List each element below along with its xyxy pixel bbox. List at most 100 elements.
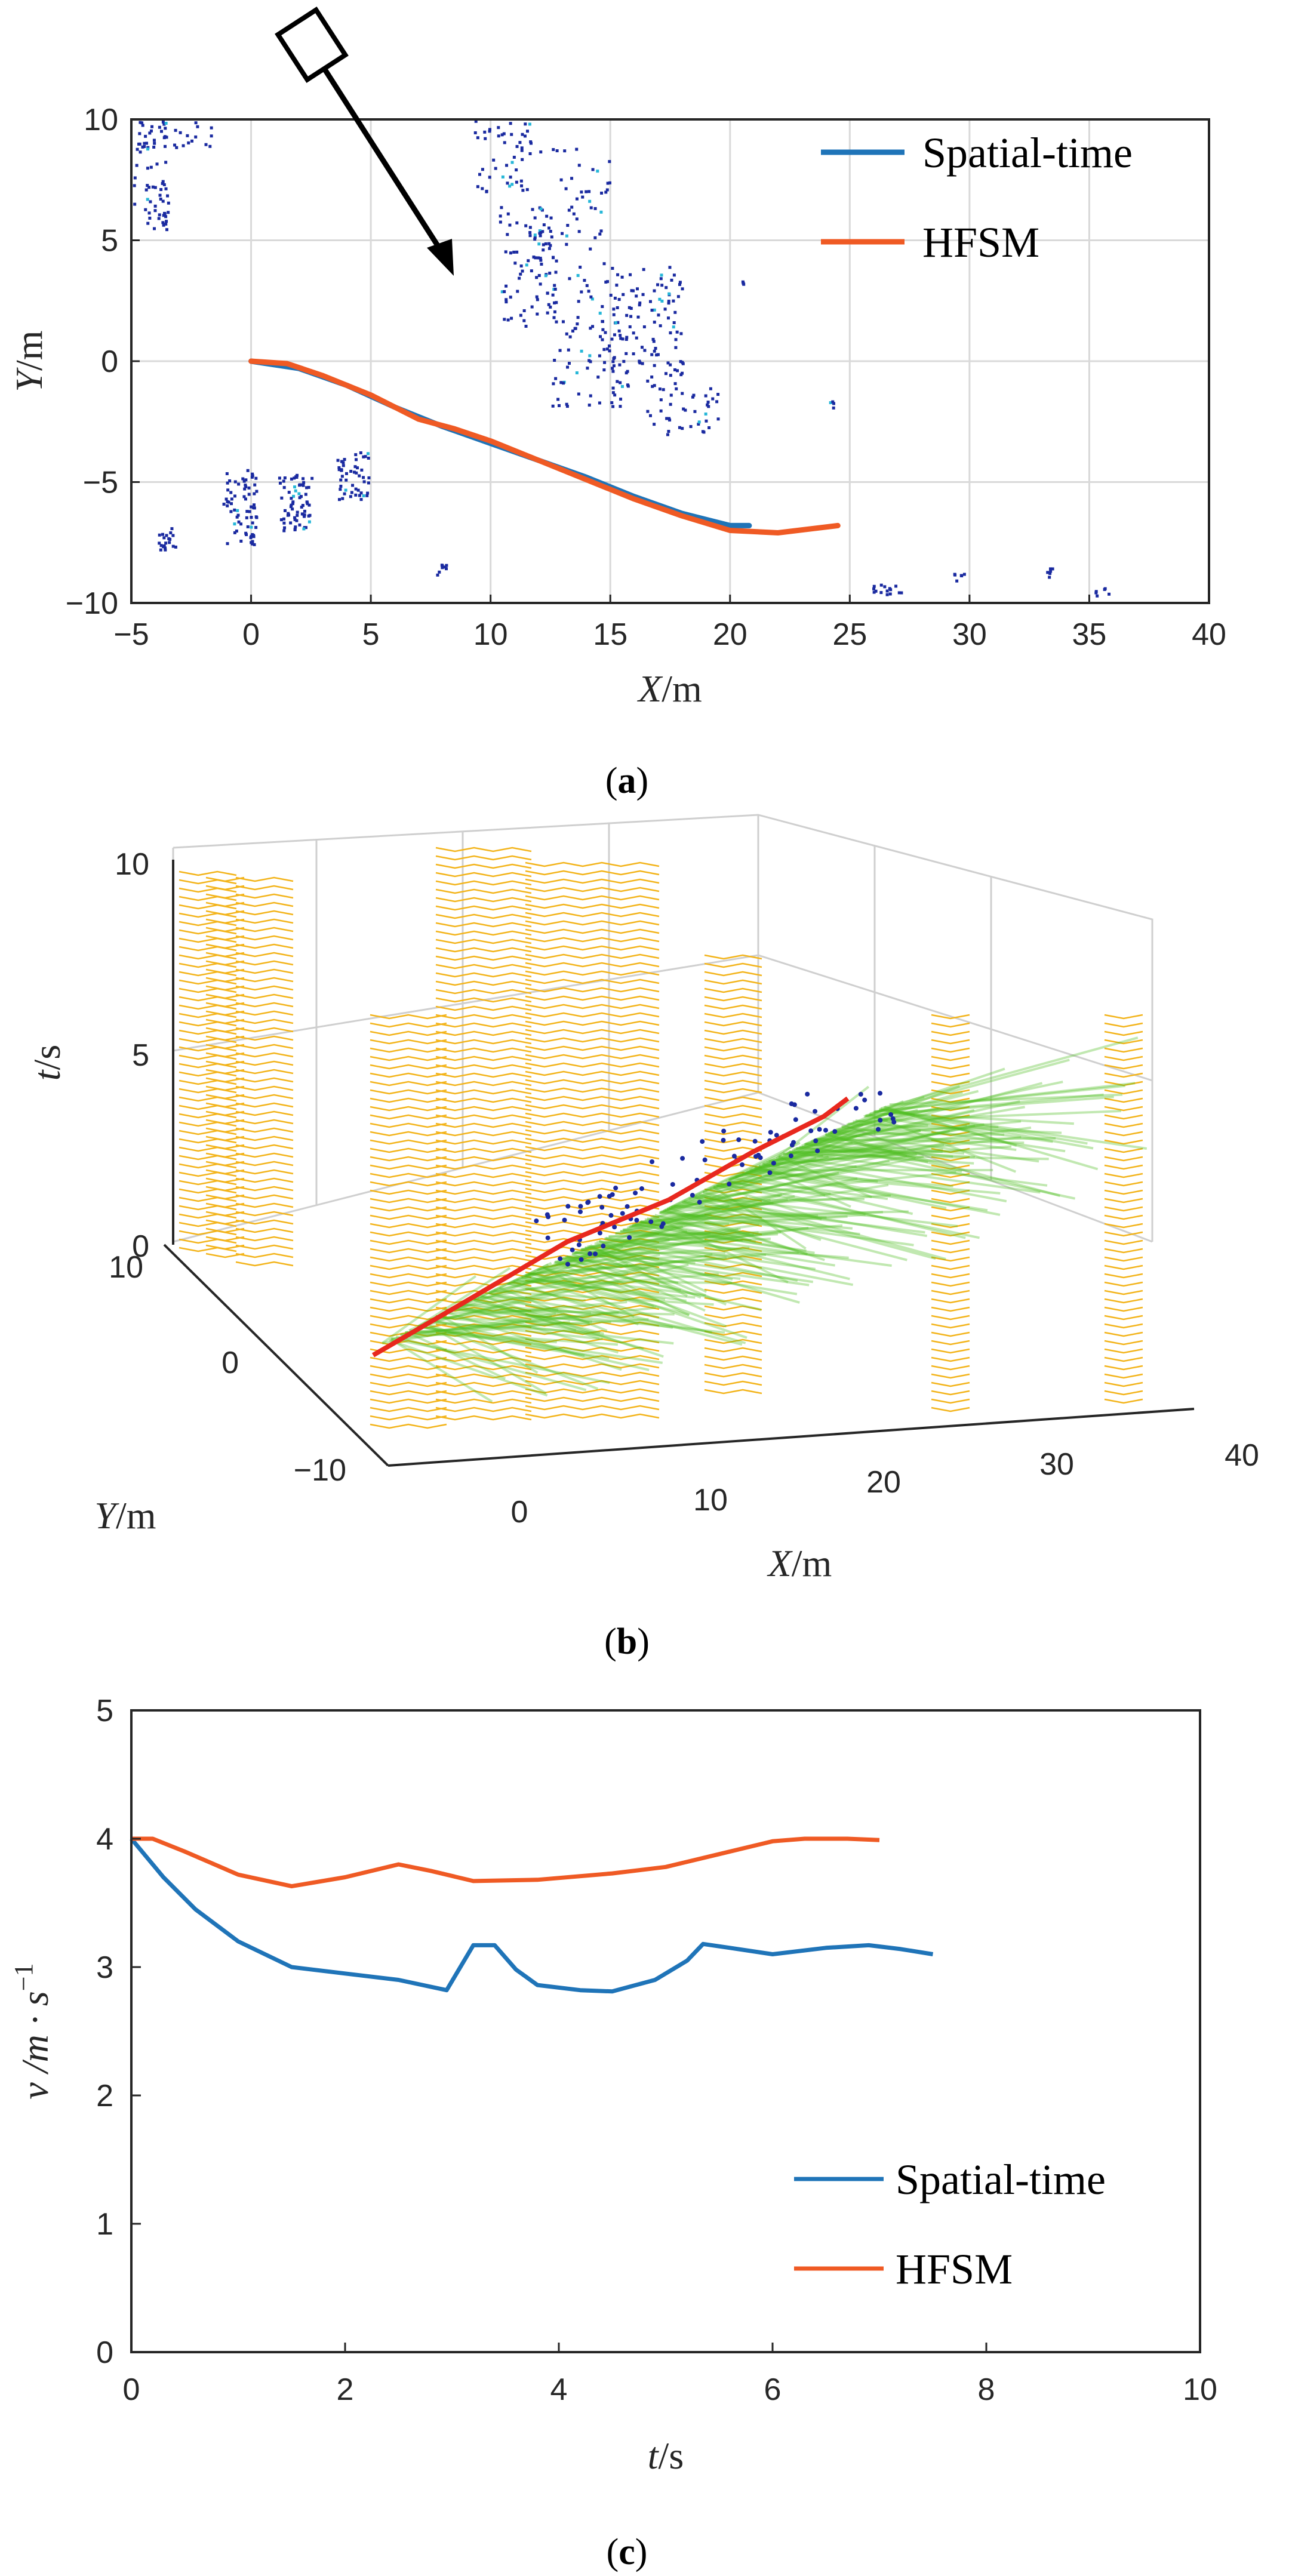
obstacle-trace <box>235 1119 294 1125</box>
obstacle-trace <box>931 1131 970 1137</box>
obstacle-trace <box>179 1046 237 1052</box>
rrt-branch <box>388 1338 548 1397</box>
lidar-point <box>163 135 167 139</box>
lidar-point <box>831 400 835 404</box>
lidar-point <box>364 455 367 458</box>
obstacle-trace <box>931 1256 970 1262</box>
x-tick-label-a: 25 <box>832 617 867 652</box>
obstacle-trace <box>435 1373 532 1379</box>
lidar-point <box>158 193 162 197</box>
sample-point <box>587 1251 593 1257</box>
lidar-point <box>148 216 152 220</box>
rrt-branch <box>581 1226 684 1251</box>
lidar-point <box>612 307 616 311</box>
legend-label-a: HFSM <box>922 218 1039 266</box>
obstacle-trace <box>1104 1273 1143 1279</box>
lidar-point <box>539 257 542 260</box>
lidar-point <box>611 386 615 390</box>
x-tick-label-a: 30 <box>952 617 987 652</box>
obstacle-trace <box>931 1014 970 1020</box>
obstacle-trace <box>179 1054 237 1060</box>
rrt-branch <box>865 1093 1104 1118</box>
obstacle-trace <box>435 897 532 903</box>
lidar-point <box>707 426 711 429</box>
obstacle-trace <box>931 1373 970 1379</box>
lidar-point <box>253 492 256 495</box>
lidar-point <box>577 230 581 233</box>
lidar-point <box>1051 567 1054 571</box>
lidar-point <box>591 168 595 171</box>
rrt-branch <box>880 1036 1139 1110</box>
lidar-point <box>366 491 370 495</box>
rrt-branch <box>841 1091 963 1128</box>
x-tick-label-a: 0 <box>242 617 260 652</box>
lidar-point <box>146 184 149 187</box>
lidar-point <box>305 486 309 490</box>
lidar-point <box>533 238 537 241</box>
lidar-point <box>681 371 684 375</box>
rrt-branch <box>698 1193 936 1260</box>
obstacle-trace <box>205 960 245 966</box>
lidar-point <box>305 500 309 504</box>
obstacle-trace <box>931 1381 970 1387</box>
obstacle-trace <box>525 1129 660 1135</box>
rrt-branch <box>668 1151 785 1209</box>
obstacle-trace <box>525 1288 660 1294</box>
obstacle-trace <box>435 964 532 970</box>
obstacle-trace <box>931 1172 970 1178</box>
lidar-point <box>476 136 479 140</box>
rrt-branch <box>492 1289 714 1306</box>
sample-point <box>558 1256 563 1261</box>
lidar-point <box>672 273 676 277</box>
rrt-branch <box>628 1155 829 1229</box>
obstacle-trace <box>704 1021 762 1027</box>
lidar-point <box>872 587 876 590</box>
rrt-branch <box>584 1238 771 1249</box>
sample-point <box>768 1129 773 1135</box>
lidar-point <box>153 209 157 213</box>
lidar-point <box>170 527 174 531</box>
rrt-branch <box>473 1298 604 1335</box>
obstacle-trace <box>205 918 245 924</box>
lidar-point <box>519 272 522 276</box>
obstacle-trace <box>205 1085 245 1091</box>
obstacle-trace <box>931 1356 970 1362</box>
rrt-branch <box>749 1169 953 1188</box>
lidar-point <box>169 531 173 535</box>
lidar-point <box>336 458 340 462</box>
obstacle-trace <box>525 962 660 968</box>
obstacle-trace <box>235 885 294 891</box>
lidar-point <box>539 231 543 235</box>
rrt-branch <box>792 1100 1020 1152</box>
obstacle-trace <box>525 1263 660 1269</box>
lidar-point <box>611 267 614 270</box>
lidar-point <box>251 540 254 543</box>
sample-point <box>613 1186 619 1191</box>
obstacle-trace <box>179 1104 237 1110</box>
lidar-point <box>306 502 309 506</box>
lidar-point <box>164 546 167 550</box>
lidar-point <box>557 404 561 407</box>
lidar-point <box>872 590 876 594</box>
obstacle-trace <box>1104 1365 1143 1371</box>
lidar-point <box>367 476 371 479</box>
sample-point <box>697 1199 702 1205</box>
obstacle-trace <box>435 1030 532 1036</box>
lidar-point <box>504 298 508 301</box>
lidar-point <box>168 541 171 544</box>
lidar-point <box>1094 590 1098 593</box>
sample-point <box>586 1199 591 1205</box>
lidar-point <box>537 273 541 277</box>
lidar-point <box>653 289 656 293</box>
lidar-point <box>589 295 593 298</box>
lidar-point <box>521 133 524 136</box>
obstacle-trace <box>1104 1239 1143 1245</box>
obstacle-trace <box>931 1072 970 1078</box>
rrt-branch <box>716 1165 857 1187</box>
lidar-point <box>282 479 285 483</box>
rrt-branch <box>542 1266 747 1339</box>
lidar-point <box>508 184 512 188</box>
sample-point <box>858 1091 863 1097</box>
obstacle-trace <box>1104 1248 1143 1254</box>
obstacle-trace <box>235 1077 294 1083</box>
